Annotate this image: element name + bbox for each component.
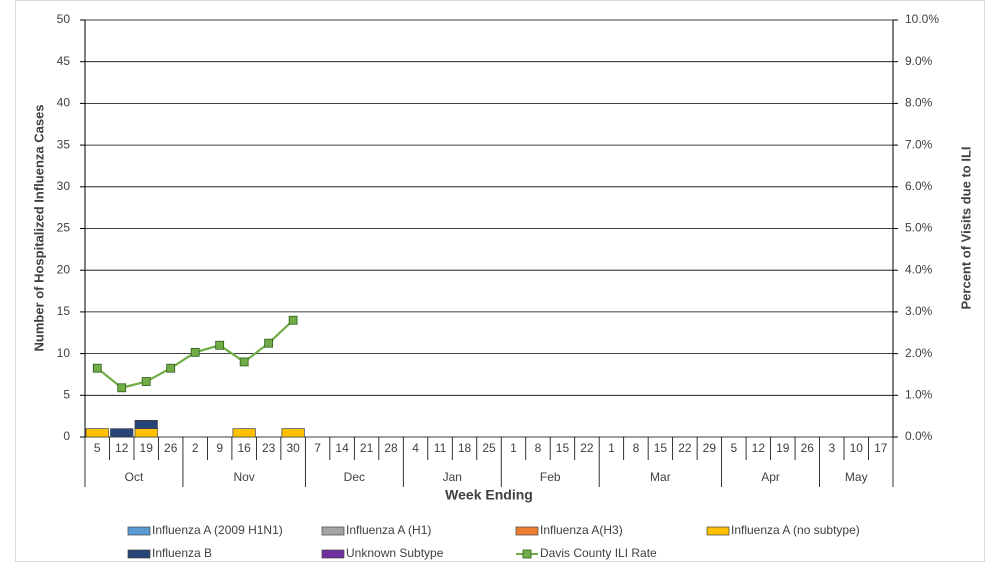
line-marker bbox=[190, 347, 200, 357]
line-marker bbox=[92, 363, 102, 373]
y2-tick-label: 7.0% bbox=[905, 137, 933, 151]
line-marker bbox=[166, 363, 176, 373]
y-tick-label: 15 bbox=[57, 304, 71, 318]
y-axis-title: Number of Hospitalized Influenza Cases bbox=[31, 104, 46, 351]
x-tick-label: 15 bbox=[654, 441, 668, 455]
line-marker bbox=[264, 338, 274, 348]
y2-tick-label: 0.0% bbox=[905, 429, 933, 443]
x-group-label: Nov bbox=[233, 470, 254, 484]
x-tick-label: 18 bbox=[458, 441, 472, 455]
x-tick-label: 12 bbox=[115, 441, 129, 455]
line-marker bbox=[141, 377, 151, 386]
y2-tick-label: 4.0% bbox=[905, 262, 933, 276]
line-marker bbox=[215, 340, 225, 350]
legend-label: Influenza A (2009 H1N1) bbox=[152, 523, 283, 537]
x-group-label: May bbox=[845, 470, 868, 484]
x-tick-label: 7 bbox=[314, 441, 321, 455]
x-tick-label: 3 bbox=[828, 441, 835, 455]
x-group-label: Mar bbox=[650, 470, 671, 484]
legend-swatch bbox=[127, 549, 151, 559]
legend-label: Unknown Subtype bbox=[346, 546, 444, 560]
bar bbox=[134, 428, 158, 438]
x-tick-label: 8 bbox=[535, 441, 542, 455]
x-tick-label: 30 bbox=[286, 441, 300, 455]
bar bbox=[110, 428, 134, 438]
x-tick-label: 19 bbox=[140, 441, 154, 455]
x-tick-label: 4 bbox=[412, 441, 419, 455]
legend-label: Influenza B bbox=[152, 546, 212, 560]
y2-tick-label: 3.0% bbox=[905, 304, 933, 318]
y-tick-label: 25 bbox=[57, 221, 71, 235]
bar bbox=[281, 428, 305, 438]
x-tick-label: 14 bbox=[335, 441, 349, 455]
x-tick-label: 29 bbox=[703, 441, 717, 455]
legend-swatch bbox=[321, 549, 345, 559]
line-marker bbox=[239, 357, 249, 367]
y2-tick-label: 1.0% bbox=[905, 387, 933, 401]
x-tick-label: 19 bbox=[776, 441, 790, 455]
legend-swatch bbox=[515, 526, 539, 536]
bar bbox=[232, 428, 256, 438]
chart-border bbox=[15, 0, 985, 562]
x-tick-label: 2 bbox=[192, 441, 199, 455]
y2-tick-label: 5.0% bbox=[905, 221, 933, 235]
x-tick-label: 16 bbox=[237, 441, 251, 455]
legend-swatch bbox=[321, 526, 345, 536]
x-tick-label: 26 bbox=[164, 441, 178, 455]
y-tick-label: 40 bbox=[57, 96, 71, 110]
y-tick-label: 35 bbox=[57, 137, 71, 151]
x-tick-label: 28 bbox=[384, 441, 398, 455]
x-tick-label: 17 bbox=[874, 441, 888, 455]
y2-tick-label: 2.0% bbox=[905, 346, 933, 360]
x-group-label: Apr bbox=[761, 470, 780, 484]
x-tick-label: 22 bbox=[678, 441, 692, 455]
y-tick-label: 5 bbox=[63, 387, 70, 401]
y-tick-label: 20 bbox=[57, 262, 71, 276]
line-marker bbox=[117, 383, 127, 393]
x-tick-label: 9 bbox=[216, 441, 223, 455]
x-group-label: Dec bbox=[344, 470, 365, 484]
legend-label: Influenza A (no subtype) bbox=[731, 523, 860, 537]
x-tick-label: 22 bbox=[580, 441, 594, 455]
x-tick-label: 21 bbox=[360, 441, 374, 455]
y2-tick-label: 8.0% bbox=[905, 96, 933, 110]
y-tick-label: 50 bbox=[57, 12, 71, 26]
x-tick-label: 15 bbox=[556, 441, 570, 455]
bar bbox=[134, 419, 158, 430]
y-tick-label: 10 bbox=[57, 346, 71, 360]
legend-label: Influenza A (H1) bbox=[346, 523, 431, 537]
legend-swatch bbox=[127, 526, 151, 536]
x-tick-label: 1 bbox=[510, 441, 517, 455]
y2-tick-label: 6.0% bbox=[905, 179, 933, 193]
x-tick-label: 11 bbox=[434, 441, 447, 455]
x-tick-label: 8 bbox=[633, 441, 640, 455]
y2-tick-label: 9.0% bbox=[905, 54, 933, 68]
legend-label: Influenza A(H3) bbox=[540, 523, 623, 537]
y2-axis-title: Percent of Visits due to ILI bbox=[958, 146, 973, 309]
legend-swatch bbox=[706, 526, 730, 536]
legend-label: Davis County ILI Rate bbox=[540, 546, 657, 560]
x-tick-label: 1 bbox=[608, 441, 615, 455]
x-tick-label: 26 bbox=[801, 441, 815, 455]
x-tick-label: 5 bbox=[731, 441, 738, 455]
y-tick-label: 0 bbox=[63, 429, 70, 443]
x-tick-label: 12 bbox=[752, 441, 766, 455]
x-tick-label: 10 bbox=[850, 441, 864, 455]
x-axis-title: Week Ending bbox=[445, 487, 533, 503]
y-tick-label: 30 bbox=[57, 179, 71, 193]
x-group-label: Oct bbox=[125, 470, 144, 484]
y2-tick-label: 10.0% bbox=[905, 12, 939, 26]
x-group-label: Jan bbox=[443, 470, 462, 484]
line-marker bbox=[288, 315, 298, 325]
bar bbox=[85, 428, 109, 438]
x-tick-label: 25 bbox=[482, 441, 496, 455]
y-tick-label: 45 bbox=[57, 54, 71, 68]
legend-marker bbox=[522, 549, 532, 559]
x-tick-label: 23 bbox=[262, 441, 276, 455]
x-group-label: Feb bbox=[540, 470, 561, 484]
x-tick-label: 5 bbox=[94, 441, 101, 455]
